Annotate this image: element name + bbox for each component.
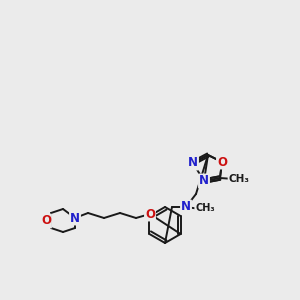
Text: O: O (41, 214, 51, 227)
Text: N: N (181, 200, 191, 214)
Text: CH₃: CH₃ (229, 174, 250, 184)
Text: N: N (70, 212, 80, 224)
Text: CH₃: CH₃ (195, 203, 215, 213)
Text: N: N (188, 157, 198, 169)
Text: O: O (145, 208, 155, 220)
Text: O: O (217, 155, 227, 169)
Text: N: N (199, 175, 209, 188)
